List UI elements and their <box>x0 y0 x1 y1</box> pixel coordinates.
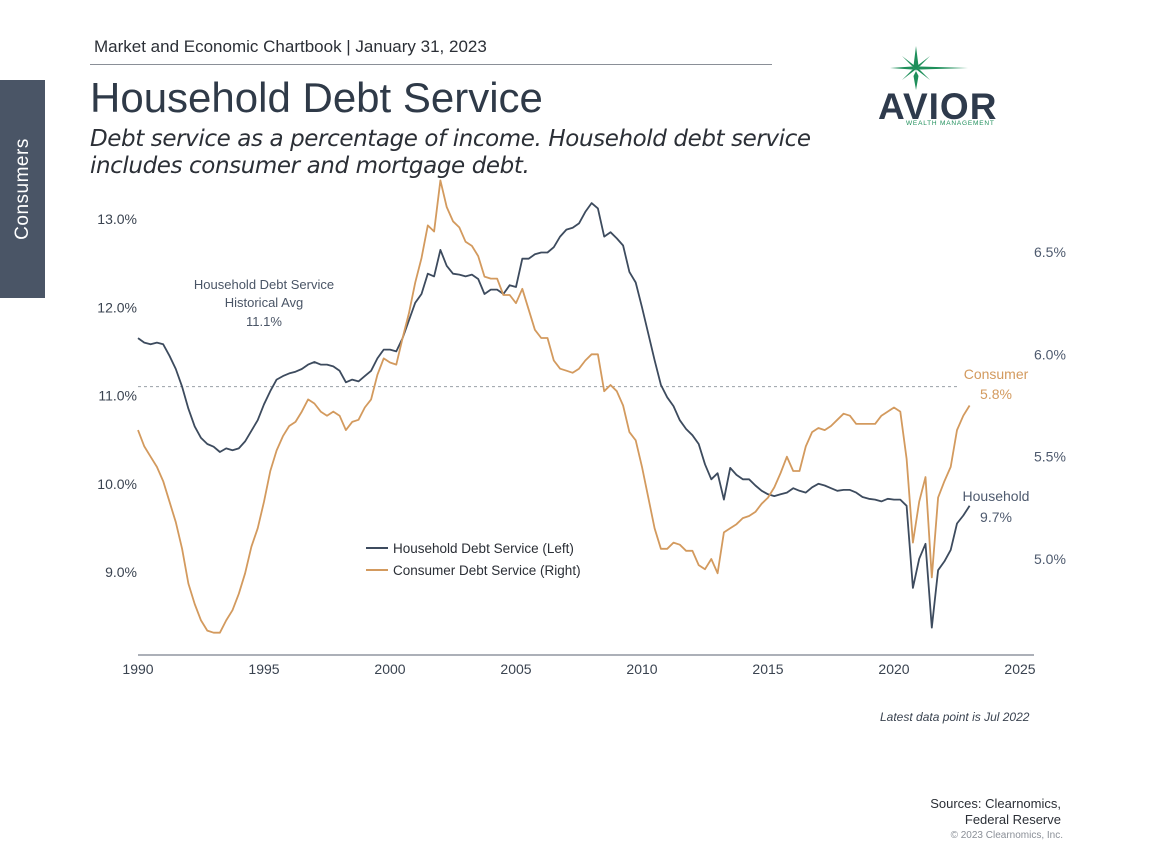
left-tick-label: 12.0% <box>97 299 137 315</box>
left-tick-label: 9.0% <box>105 564 137 580</box>
avg-label-line-2: Historical Avg <box>225 295 304 310</box>
star-icon <box>890 46 968 90</box>
left-tick-label: 10.0% <box>97 476 137 492</box>
chartbook-header: Market and Economic Chartbook | January … <box>94 37 487 56</box>
right-tick-label: 5.0% <box>1034 551 1066 567</box>
legend-household-label: Household Debt Service (Left) <box>393 541 574 556</box>
avg-label-line-1: Household Debt Service <box>194 277 334 292</box>
right-tick-label: 6.5% <box>1034 244 1066 260</box>
sources: Sources: Clearnomics, Federal Reserve <box>930 796 1061 828</box>
x-tick-label: 2020 <box>878 661 909 677</box>
right-tick-label: 6.0% <box>1034 346 1066 362</box>
x-tick-label: 1995 <box>248 661 279 677</box>
household-end-label: Household <box>963 488 1030 504</box>
legend-consumer-label: Consumer Debt Service (Right) <box>393 563 581 578</box>
header-divider <box>90 64 772 65</box>
left-tick-label: 11.0% <box>98 388 137 404</box>
consumer-end-value: 5.8% <box>980 386 1012 402</box>
page-title: Household Debt Service <box>90 74 543 121</box>
consumer-end-label: Consumer <box>964 366 1029 382</box>
latest-data-note: Latest data point is Jul 2022 <box>880 710 1030 724</box>
logo-wordmark: AVIOR <box>878 86 998 127</box>
avg-label-value: 11.1% <box>246 314 282 329</box>
left-tick-label: 13.0% <box>97 211 137 227</box>
x-tick-label: 2005 <box>500 661 531 677</box>
right-tick-label: 5.5% <box>1034 449 1066 465</box>
household-end-value: 9.7% <box>980 509 1012 525</box>
section-tab-consumers: Consumers <box>0 80 45 298</box>
x-tick-label: 2025 <box>1004 661 1035 677</box>
logo-tagline: WEALTH MANAGEMENT <box>906 120 995 127</box>
household-series-line <box>137 202 971 629</box>
x-tick-label: 2010 <box>626 661 657 677</box>
copyright: © 2023 Clearnomics, Inc. <box>950 830 1063 841</box>
consumer-series-line <box>137 179 971 634</box>
sources-line-2: Federal Reserve <box>964 812 1061 827</box>
x-tick-label: 1990 <box>122 661 153 677</box>
x-tick-label: 2015 <box>752 661 783 677</box>
sources-line-1: Sources: Clearnomics, <box>930 796 1061 811</box>
page-subtitle: Debt service as a percentage of income. … <box>90 126 811 179</box>
x-tick-label: 2000 <box>374 661 405 677</box>
